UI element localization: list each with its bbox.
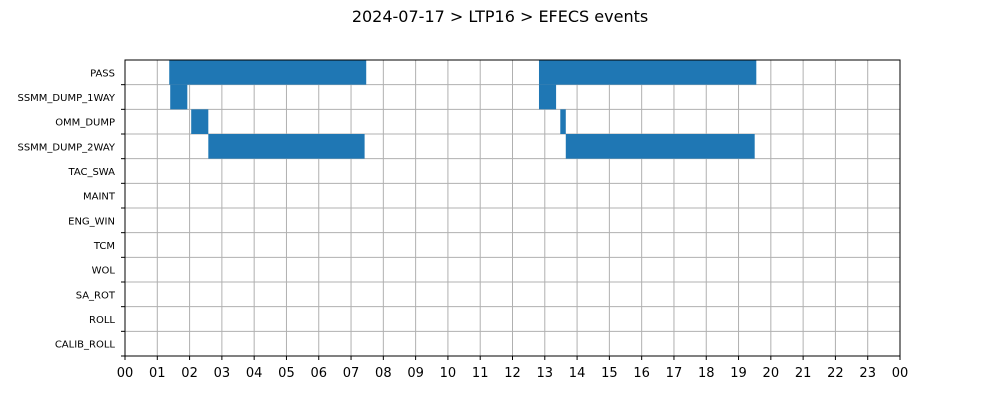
x-tick-label: 01 [149, 366, 166, 381]
y-tick-label: CALIB_ROLL [55, 340, 116, 351]
x-tick-label: 21 [795, 366, 812, 381]
x-tick-label: 04 [246, 366, 263, 381]
y-tick-label: SSMM_DUMP_2WAY [17, 142, 115, 153]
x-tick-label: 18 [698, 366, 715, 381]
event-bars [169, 60, 757, 159]
x-tick-label: 00 [117, 366, 134, 381]
x-tick-label: 16 [633, 366, 650, 381]
y-tick-label: TAC_SWA [67, 167, 115, 178]
y-tick-label: SSMM_DUMP_1WAY [17, 93, 115, 104]
x-tick-label: 05 [278, 366, 295, 381]
x-tick-label: 09 [407, 366, 424, 381]
y-tick-label: OMM_DUMP [55, 118, 115, 129]
x-tick-label: 23 [859, 366, 876, 381]
x-tick-label: 20 [763, 366, 780, 381]
event-bar [169, 60, 367, 85]
y-tick-label: SA_ROT [76, 290, 116, 301]
event-bar [560, 109, 566, 134]
x-tick-label: 12 [504, 366, 521, 381]
event-bar [208, 134, 365, 159]
event-bar [538, 60, 757, 85]
y-tick-label: TCM [93, 241, 115, 252]
x-axis: 00 01 02 03 04 05 06 07 08 09 10 11 12 13 14 15 16 17 18 19… [117, 356, 909, 381]
x-tick-label: 03 [214, 366, 231, 381]
x-tick-label: 06 [310, 366, 327, 381]
x-tick-label: 08 [375, 366, 392, 381]
y-axis: PASS SSMM_DUMP_1WAY OMM_DUMP SSMM_DUMP_2WAY… [17, 68, 125, 357]
y-tick-label: ROLL [89, 315, 115, 326]
event-bar [191, 109, 209, 134]
x-tick-label: 15 [601, 366, 618, 381]
x-tick-label: 17 [666, 366, 683, 381]
x-tick-label: 13 [537, 366, 554, 381]
event-bar [538, 84, 557, 110]
y-tick-label: PASS [90, 68, 115, 79]
x-tick-label: 19 [730, 366, 747, 381]
y-tick-label: MAINT [83, 192, 116, 203]
x-tick-label: 22 [827, 366, 844, 381]
x-tick-label: 07 [343, 366, 360, 381]
event-bar [170, 84, 188, 110]
grid [124, 60, 901, 356]
x-tick-label: 11 [472, 366, 489, 381]
y-tick-label: ENG_WIN [68, 216, 115, 227]
x-tick-label: 02 [181, 366, 198, 381]
x-tick-label: 10 [440, 366, 457, 381]
y-tick-label: WOL [92, 266, 116, 277]
event-bar [565, 134, 755, 159]
chart-title: 2024-07-17 > LTP16 > EFECS events [352, 7, 648, 26]
x-tick-label: 14 [569, 366, 586, 381]
x-tick-label: 00 [892, 366, 909, 381]
